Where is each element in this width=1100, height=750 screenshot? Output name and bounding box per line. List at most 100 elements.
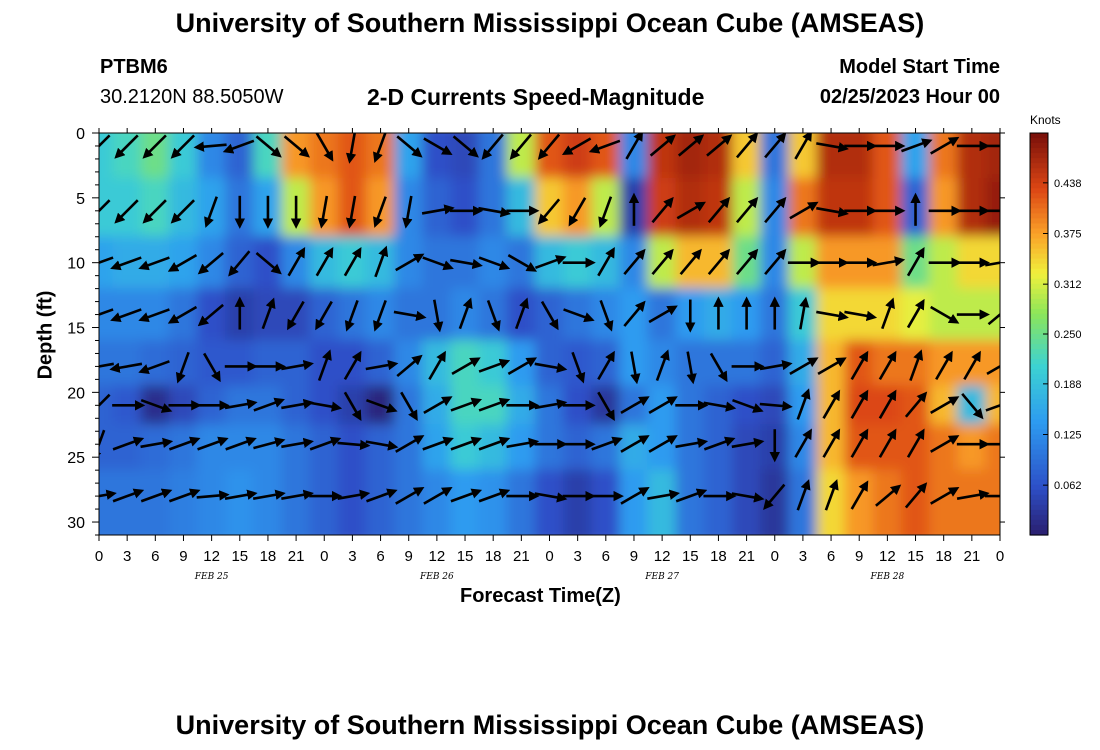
heat-cell bbox=[788, 339, 818, 387]
x-tick-label: 15 bbox=[457, 548, 474, 565]
current-arrow bbox=[222, 139, 255, 154]
current-arrow bbox=[167, 254, 198, 272]
y-tick-label: 20 bbox=[67, 385, 85, 402]
heat-cell bbox=[985, 339, 1000, 387]
heat-cell bbox=[112, 339, 142, 387]
heat-cell bbox=[732, 424, 762, 471]
current-arrow bbox=[822, 428, 841, 458]
x-tick-label: 18 bbox=[260, 548, 277, 565]
colorbar-segment bbox=[1030, 303, 1048, 310]
current-arrow bbox=[963, 350, 981, 381]
current-arrow bbox=[906, 246, 925, 277]
current-arrow bbox=[904, 391, 928, 418]
heat-cell bbox=[647, 177, 677, 238]
heat-cell bbox=[534, 339, 565, 387]
y-tick-label: 0 bbox=[76, 126, 85, 143]
colorbar-segment bbox=[1030, 414, 1048, 421]
current-arrow bbox=[373, 300, 387, 332]
current-arrow bbox=[114, 199, 139, 224]
current-arrow bbox=[343, 246, 362, 277]
current-arrow bbox=[395, 253, 425, 272]
current-arrow bbox=[561, 137, 592, 156]
heat-cell bbox=[703, 177, 734, 238]
current-arrow bbox=[822, 389, 841, 419]
current-arrow bbox=[99, 489, 117, 500]
current-arrow bbox=[343, 350, 362, 381]
heat-cell bbox=[816, 424, 846, 471]
colorbar-segment bbox=[1030, 173, 1048, 179]
heat-cell bbox=[112, 177, 142, 238]
heat-cell bbox=[872, 339, 902, 387]
current-arrow bbox=[796, 388, 811, 420]
colorbar-tick-label: 0.062 bbox=[1054, 480, 1082, 492]
heat-cell bbox=[816, 469, 846, 535]
current-arrow bbox=[197, 303, 224, 327]
current-arrow bbox=[703, 436, 736, 451]
colorbar-segment bbox=[1030, 389, 1048, 395]
x-tick-label: 15 bbox=[231, 548, 248, 565]
current-arrow bbox=[956, 489, 990, 500]
colorbar-segment bbox=[1030, 444, 1048, 451]
current-arrow bbox=[114, 134, 139, 159]
heat-cell bbox=[506, 339, 536, 387]
heat-cell bbox=[99, 288, 114, 341]
heat-cell bbox=[929, 424, 959, 471]
current-arrow bbox=[138, 256, 170, 271]
current-arrow bbox=[597, 246, 615, 277]
colorbar-segment bbox=[1030, 384, 1048, 390]
colorbar-segment bbox=[1030, 489, 1048, 496]
heat-cell bbox=[929, 177, 959, 238]
heat-cell bbox=[506, 469, 536, 535]
heat-cell bbox=[281, 424, 311, 471]
current-arrow bbox=[985, 261, 1000, 267]
current-arrow bbox=[197, 436, 229, 451]
heat-cell bbox=[563, 424, 593, 471]
date-label: FEB 28 bbox=[870, 572, 905, 582]
current-arrow bbox=[283, 135, 310, 158]
current-arrow bbox=[930, 136, 960, 155]
current-arrow bbox=[620, 396, 650, 414]
colorbar-segment bbox=[1030, 268, 1048, 275]
colorbar-segment bbox=[1030, 313, 1048, 320]
current-arrow bbox=[197, 252, 224, 275]
heat-cell bbox=[365, 469, 396, 535]
current-arrow bbox=[345, 133, 357, 164]
x-tick-label: 21 bbox=[964, 548, 981, 565]
heat-cell bbox=[647, 424, 677, 471]
colorbar-tick-label: 0.250 bbox=[1054, 329, 1082, 341]
x-tick-label: 3 bbox=[799, 548, 807, 565]
colorbar-segment bbox=[1030, 228, 1048, 235]
colorbar-segment bbox=[1030, 253, 1048, 260]
current-arrow bbox=[287, 300, 305, 331]
colorbar-segment bbox=[1030, 323, 1048, 330]
current-arrow bbox=[140, 488, 173, 503]
current-arrow bbox=[345, 195, 357, 229]
current-arrow bbox=[224, 489, 258, 500]
current-arrow bbox=[571, 351, 586, 384]
heat-cell bbox=[844, 424, 874, 471]
current-arrow bbox=[537, 198, 561, 225]
heat-cell bbox=[816, 177, 846, 238]
current-arrow bbox=[900, 138, 933, 153]
current-arrow bbox=[850, 428, 869, 458]
current-arrow bbox=[99, 362, 114, 368]
colorbar-segment bbox=[1030, 288, 1048, 295]
current-arrow bbox=[373, 196, 387, 228]
current-arrow bbox=[252, 489, 286, 500]
current-arrow bbox=[374, 245, 389, 278]
colorbar-tick-label: 0.125 bbox=[1054, 430, 1082, 442]
x-tick-label: 21 bbox=[288, 548, 305, 565]
heat-cell bbox=[450, 469, 480, 535]
current-arrow bbox=[789, 357, 819, 376]
current-arrow bbox=[789, 201, 819, 220]
current-arrow bbox=[568, 197, 587, 227]
heat-cell bbox=[534, 177, 565, 238]
colorbar-segment bbox=[1030, 328, 1048, 335]
current-arrow bbox=[824, 479, 839, 511]
colorbar-segment bbox=[1030, 308, 1048, 315]
heat-cell bbox=[225, 469, 255, 535]
heat-cell bbox=[985, 177, 1000, 238]
heat-cell bbox=[422, 339, 452, 387]
current-arrow bbox=[196, 490, 230, 501]
heat-cell bbox=[450, 339, 480, 387]
